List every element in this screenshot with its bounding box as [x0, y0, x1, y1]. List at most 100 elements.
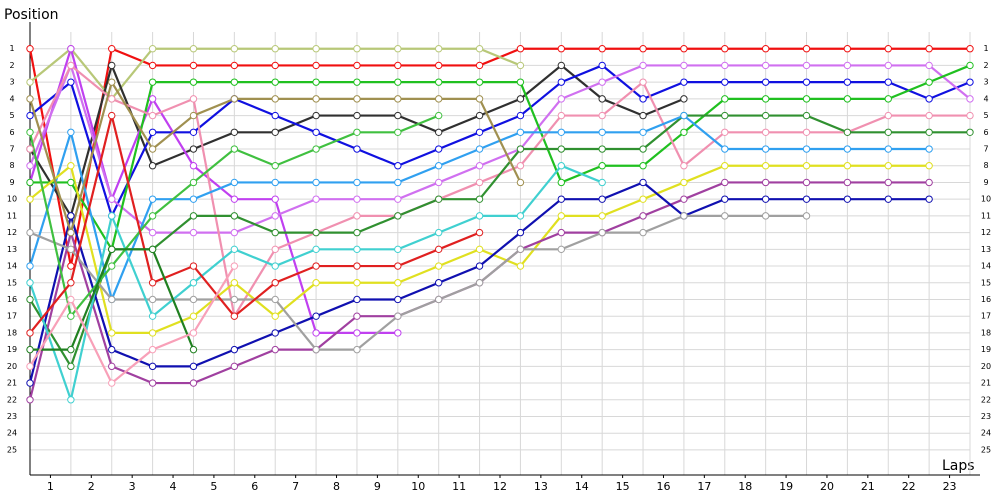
point	[680, 195, 688, 203]
point	[353, 329, 361, 337]
point	[353, 145, 361, 153]
point	[721, 178, 729, 187]
series-line	[29, 214, 807, 351]
point	[108, 262, 116, 270]
point	[639, 228, 647, 237]
point	[475, 111, 484, 120]
point	[434, 145, 443, 153]
point	[925, 111, 933, 120]
point	[67, 162, 75, 170]
point	[26, 45, 34, 53]
point	[434, 61, 443, 70]
point	[67, 61, 75, 70]
x-tick-label: 22	[902, 480, 916, 493]
y2-tick-label: 6	[983, 128, 988, 137]
point	[148, 111, 157, 120]
point	[475, 145, 484, 153]
point	[394, 245, 402, 254]
point	[26, 145, 34, 153]
point	[475, 95, 484, 103]
point	[639, 111, 647, 120]
point	[843, 162, 852, 170]
point	[271, 212, 279, 220]
point	[26, 95, 34, 103]
point	[312, 228, 320, 237]
y2-tick-label: 2	[983, 61, 988, 70]
point	[557, 145, 566, 153]
point	[189, 111, 198, 120]
point	[557, 162, 566, 170]
point	[271, 178, 279, 187]
point	[598, 128, 606, 137]
point	[475, 45, 484, 53]
point	[516, 61, 525, 70]
y2-tick-label: 15	[981, 278, 991, 287]
point	[598, 195, 606, 203]
point	[516, 178, 525, 187]
y2-tick-label: 16	[981, 295, 991, 304]
point	[843, 78, 852, 86]
point	[680, 45, 688, 53]
point	[148, 345, 157, 354]
x-tick-label: 11	[452, 480, 466, 493]
point	[189, 312, 198, 320]
point	[312, 329, 320, 337]
point	[761, 145, 770, 153]
point	[680, 162, 688, 170]
point	[394, 329, 402, 337]
point	[67, 312, 75, 320]
x-tick-label: 23	[943, 480, 957, 493]
point	[639, 195, 647, 203]
point	[353, 245, 361, 254]
point	[26, 162, 34, 170]
y-tick-label: 18	[7, 328, 17, 337]
point	[557, 195, 566, 203]
point	[394, 212, 402, 220]
point	[148, 195, 157, 203]
point	[394, 128, 402, 137]
x-tick-label: 18	[738, 480, 752, 493]
point	[271, 195, 279, 203]
point	[312, 45, 320, 53]
point	[598, 212, 606, 220]
point	[271, 279, 279, 287]
point	[189, 379, 198, 387]
point	[557, 178, 566, 187]
point	[67, 345, 75, 354]
point	[516, 212, 525, 220]
point	[148, 45, 157, 53]
point	[639, 212, 647, 220]
y2-tick-label: 4	[983, 94, 988, 103]
point	[966, 78, 974, 86]
point	[843, 128, 852, 137]
point	[434, 128, 443, 137]
point	[721, 61, 729, 70]
y2-tick-label: 9	[983, 178, 988, 187]
point	[271, 245, 279, 254]
point	[434, 178, 443, 187]
series-line	[29, 115, 480, 334]
point	[148, 379, 157, 387]
y-tick-label: 15	[7, 278, 17, 287]
point	[639, 145, 647, 153]
point	[802, 178, 811, 187]
point	[189, 61, 198, 70]
point	[721, 162, 729, 170]
point	[394, 95, 402, 103]
x-tick-label: 21	[861, 480, 875, 493]
point	[67, 78, 75, 86]
point	[761, 45, 770, 53]
series-line	[29, 64, 971, 219]
point	[148, 128, 157, 137]
point	[353, 345, 361, 354]
y-tick-label: 9	[9, 178, 14, 187]
point	[557, 245, 566, 254]
point	[230, 345, 239, 354]
point	[312, 345, 320, 354]
y2-tick-label: 7	[983, 145, 988, 154]
point	[230, 212, 239, 220]
point	[843, 95, 852, 103]
point	[189, 162, 198, 170]
y2-tick-label: 22	[981, 395, 991, 404]
